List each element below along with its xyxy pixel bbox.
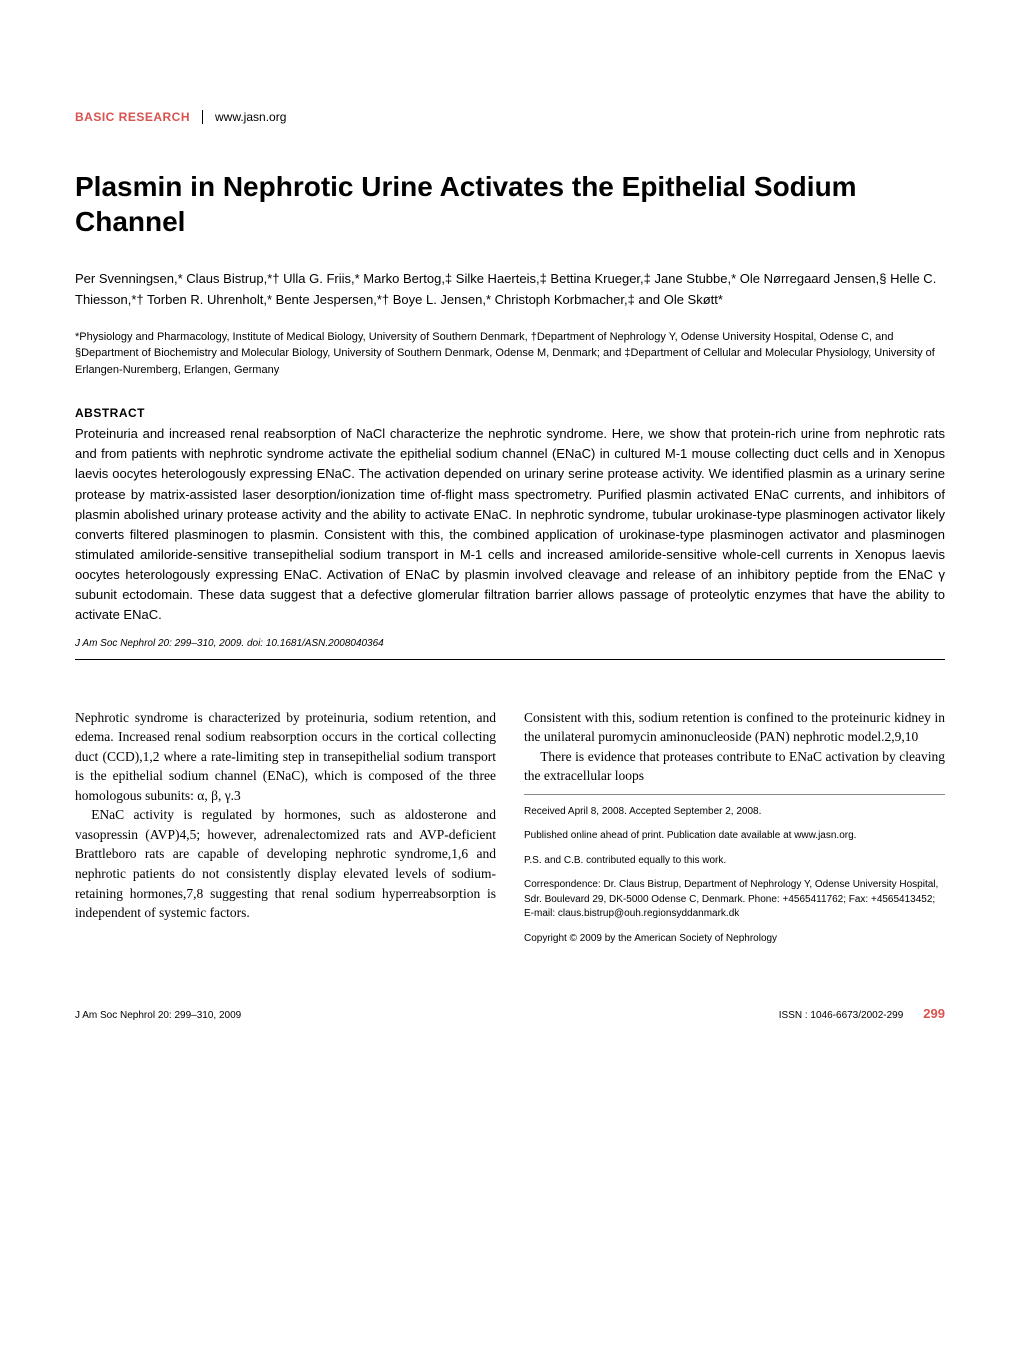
contribution-note: P.S. and C.B. contributed equally to thi… <box>524 854 945 869</box>
published-note: Published online ahead of print. Publica… <box>524 829 945 844</box>
footer-citation: J Am Soc Nephrol 20: 299–310, 2009 <box>75 1010 241 1021</box>
body-paragraph: There is evidence that proteases contrib… <box>524 747 945 786</box>
header-bar: BASIC RESEARCH www.jasn.org <box>75 110 945 124</box>
body-paragraph: ENaC activity is regulated by hormones, … <box>75 805 496 922</box>
citation-line: J Am Soc Nephrol 20: 299–310, 2009. doi:… <box>75 638 945 649</box>
correspondence: Correspondence: Dr. Claus Bistrup, Depar… <box>524 878 945 922</box>
left-column: Nephrotic syndrome is characterized by p… <box>75 708 496 957</box>
page-number: 299 <box>923 1006 945 1021</box>
page-footer: J Am Soc Nephrol 20: 299–310, 2009 ISSN … <box>75 1006 945 1021</box>
two-column-body: Nephrotic syndrome is characterized by p… <box>75 708 945 957</box>
affiliations: *Physiology and Pharmacology, Institute … <box>75 329 945 379</box>
meta-rule <box>524 794 945 795</box>
author-list: Per Svenningsen,* Claus Bistrup,*† Ulla … <box>75 269 945 311</box>
section-label: BASIC RESEARCH <box>75 110 190 124</box>
abstract-text: Proteinuria and increased renal reabsorp… <box>75 424 945 625</box>
footer-right: ISSN : 1046-6673/2002-299 299 <box>779 1006 945 1021</box>
body-paragraph: Nephrotic syndrome is characterized by p… <box>75 708 496 806</box>
journal-url: www.jasn.org <box>215 110 286 124</box>
article-title: Plasmin in Nephrotic Urine Activates the… <box>75 169 945 239</box>
horizontal-rule <box>75 659 945 660</box>
abstract-heading: ABSTRACT <box>75 406 945 420</box>
body-paragraph: Consistent with this, sodium retention i… <box>524 708 945 747</box>
copyright: Copyright © 2009 by the American Society… <box>524 932 945 947</box>
issn: ISSN : 1046-6673/2002-299 <box>779 1010 904 1021</box>
vertical-divider <box>202 110 203 124</box>
received-date: Received April 8, 2008. Accepted Septemb… <box>524 805 945 820</box>
right-column: Consistent with this, sodium retention i… <box>524 708 945 957</box>
